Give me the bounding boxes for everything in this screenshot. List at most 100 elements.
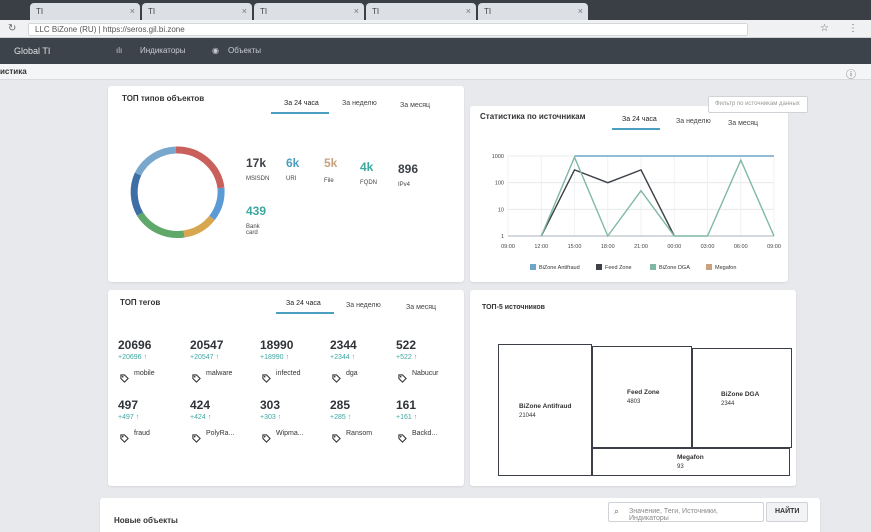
- nav-item-objects[interactable]: Объекты: [228, 46, 261, 55]
- source-filter-input[interactable]: Фильтр по источникам данных: [708, 96, 808, 113]
- card-title: ТОП-5 источников: [482, 304, 545, 311]
- tag-delta: +497 ↑: [118, 414, 140, 421]
- tag-count: 522: [396, 338, 417, 352]
- tab-24h[interactable]: За 24 часа: [622, 116, 657, 123]
- browser-tab[interactable]: TI ×: [366, 3, 476, 20]
- tab-month[interactable]: За месяц: [728, 120, 759, 127]
- menu-dots-icon[interactable]: ⋮: [848, 23, 858, 34]
- legend-swatch: [650, 264, 656, 270]
- tag-count: 2344: [330, 338, 357, 352]
- active-tab-indicator: [271, 112, 329, 114]
- tag-count: 20696: [118, 338, 152, 352]
- reload-icon[interactable]: ↻: [8, 23, 17, 34]
- chart-icon[interactable]: ılı: [116, 46, 123, 55]
- tag-icon: [398, 430, 407, 443]
- donut-segment-bank-card: [134, 146, 177, 176]
- eye-icon[interactable]: ◉: [212, 46, 219, 55]
- nav-item-indicators[interactable]: Индикаторы: [140, 46, 186, 55]
- tab-24h[interactable]: За 24 часа: [286, 300, 321, 307]
- tag-icon: [262, 370, 271, 383]
- tag-count: 20547: [190, 338, 224, 352]
- tag-delta: +424 ↑: [190, 414, 212, 421]
- close-icon[interactable]: ×: [241, 6, 247, 16]
- tag-label[interactable]: PolyRa...: [206, 430, 235, 437]
- legend-item: Feed Zone: [596, 264, 632, 271]
- close-icon[interactable]: ×: [577, 6, 583, 16]
- tag-label[interactable]: malware: [206, 370, 233, 377]
- tag-icon: [332, 430, 341, 443]
- browser-tab[interactable]: TI ×: [142, 3, 252, 20]
- search-button[interactable]: НАЙТИ: [766, 502, 809, 522]
- treemap-value: 93: [677, 464, 684, 470]
- tag-icon: [398, 370, 407, 383]
- tag-label[interactable]: dga: [346, 370, 358, 377]
- search-input[interactable]: Значение, Теги, Источники, Индикаторы: [608, 502, 764, 522]
- browser-tab[interactable]: TI ×: [254, 3, 364, 20]
- top-types-card: ТОП типов объектов За 24 часа За неделю …: [108, 86, 464, 282]
- tag-delta: +303 ↑: [260, 414, 282, 421]
- stat-value: 4k: [360, 160, 374, 174]
- legend-swatch: [530, 264, 536, 270]
- treemap-cell-bizone-antifraud[interactable]: BiZone Antifraud 21044: [498, 344, 592, 476]
- card-title: Статистика по источникам: [480, 112, 586, 121]
- treemap-value: 4803: [627, 399, 641, 405]
- stat-value: 6k: [286, 156, 300, 170]
- tag-label[interactable]: fraud: [134, 430, 150, 437]
- tag-icon: [262, 430, 271, 443]
- tag-label[interactable]: mobile: [134, 370, 155, 377]
- tag-count: 18990: [260, 338, 294, 352]
- x-tick-label: 09:00: [767, 244, 781, 250]
- browser-tab[interactable]: TI ×: [478, 3, 588, 20]
- tag-icon: [120, 430, 129, 443]
- treemap-cell-bizone-dga[interactable]: BiZone DGA 2344: [692, 348, 792, 448]
- treemap-cell-feed-zone[interactable]: Feed Zone 4803: [592, 346, 692, 448]
- legend-swatch: [596, 264, 602, 270]
- tab-24h[interactable]: За 24 часа: [284, 100, 319, 107]
- donut-segment-uri: [209, 187, 225, 221]
- tag-label[interactable]: Nabucur: [412, 370, 439, 377]
- stat-label: URI: [286, 176, 297, 182]
- tag-delta: +522 ↑: [396, 354, 418, 361]
- active-tab-indicator: [612, 128, 660, 130]
- treemap-label: BiZone Antifraud: [519, 403, 572, 410]
- y-tick-label: 1000: [492, 154, 504, 160]
- tab-week[interactable]: За неделю: [342, 100, 377, 107]
- tag-label[interactable]: Backd...: [412, 430, 438, 437]
- treemap-cell-megafon[interactable]: Megafon 93: [592, 448, 790, 476]
- x-tick-label: 09:00: [501, 244, 515, 250]
- source-line-chart: 1000 100 10 1 09:00 12:00 15:00 18:00 21:00 00:00…: [492, 154, 781, 250]
- tab-month[interactable]: За месяц: [400, 102, 431, 109]
- app-brand[interactable]: Global TI: [14, 46, 51, 56]
- tag-label[interactable]: Wipma...: [276, 430, 304, 437]
- search-icon: ⌕: [614, 506, 620, 516]
- x-tick-label: 21:00: [634, 244, 648, 250]
- help-icon[interactable]: ⓘ: [846, 70, 856, 81]
- close-icon[interactable]: ×: [465, 6, 471, 16]
- tag-label[interactable]: Ransom: [346, 430, 373, 437]
- x-tick-label: 12:00: [534, 244, 548, 250]
- legend-item: BiZone Antifraud: [530, 264, 580, 271]
- tab-month[interactable]: За месяц: [406, 304, 437, 311]
- tag-delta: +18990 ↑: [260, 354, 289, 361]
- tag-delta: +285 ↑: [330, 414, 352, 421]
- tag-label[interactable]: infected: [276, 370, 301, 377]
- tag-count: 285: [330, 398, 351, 412]
- tab-week[interactable]: За неделю: [346, 302, 381, 309]
- treemap-value: 21044: [519, 413, 536, 419]
- close-icon[interactable]: ×: [129, 6, 135, 16]
- tab-week[interactable]: За неделю: [676, 118, 711, 125]
- tag-icon: [192, 370, 201, 383]
- stat-value: 5k: [324, 156, 338, 170]
- stat-label: MSISDN: [246, 176, 270, 182]
- treemap-label: Megafon: [677, 454, 704, 461]
- tag-icon: [120, 370, 129, 383]
- donut-segment-file: [183, 215, 215, 238]
- url-field[interactable]: LLC BiZone (RU) | https://seros.gil.bi.z…: [28, 23, 748, 36]
- stat-label: FQDN: [360, 180, 377, 186]
- close-icon[interactable]: ×: [353, 6, 359, 16]
- browser-tab[interactable]: TI ×: [30, 3, 140, 20]
- y-tick-label: 10: [498, 207, 504, 213]
- treemap-label: BiZone DGA: [721, 391, 760, 398]
- top-tags-card: ТОП тегов За 24 часа За неделю За месяц …: [108, 290, 464, 486]
- star-icon[interactable]: ☆: [820, 23, 829, 34]
